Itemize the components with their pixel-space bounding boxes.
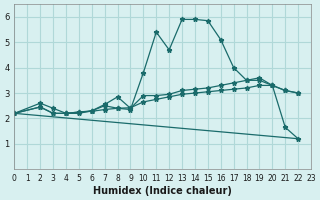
X-axis label: Humidex (Indice chaleur): Humidex (Indice chaleur) (93, 186, 232, 196)
